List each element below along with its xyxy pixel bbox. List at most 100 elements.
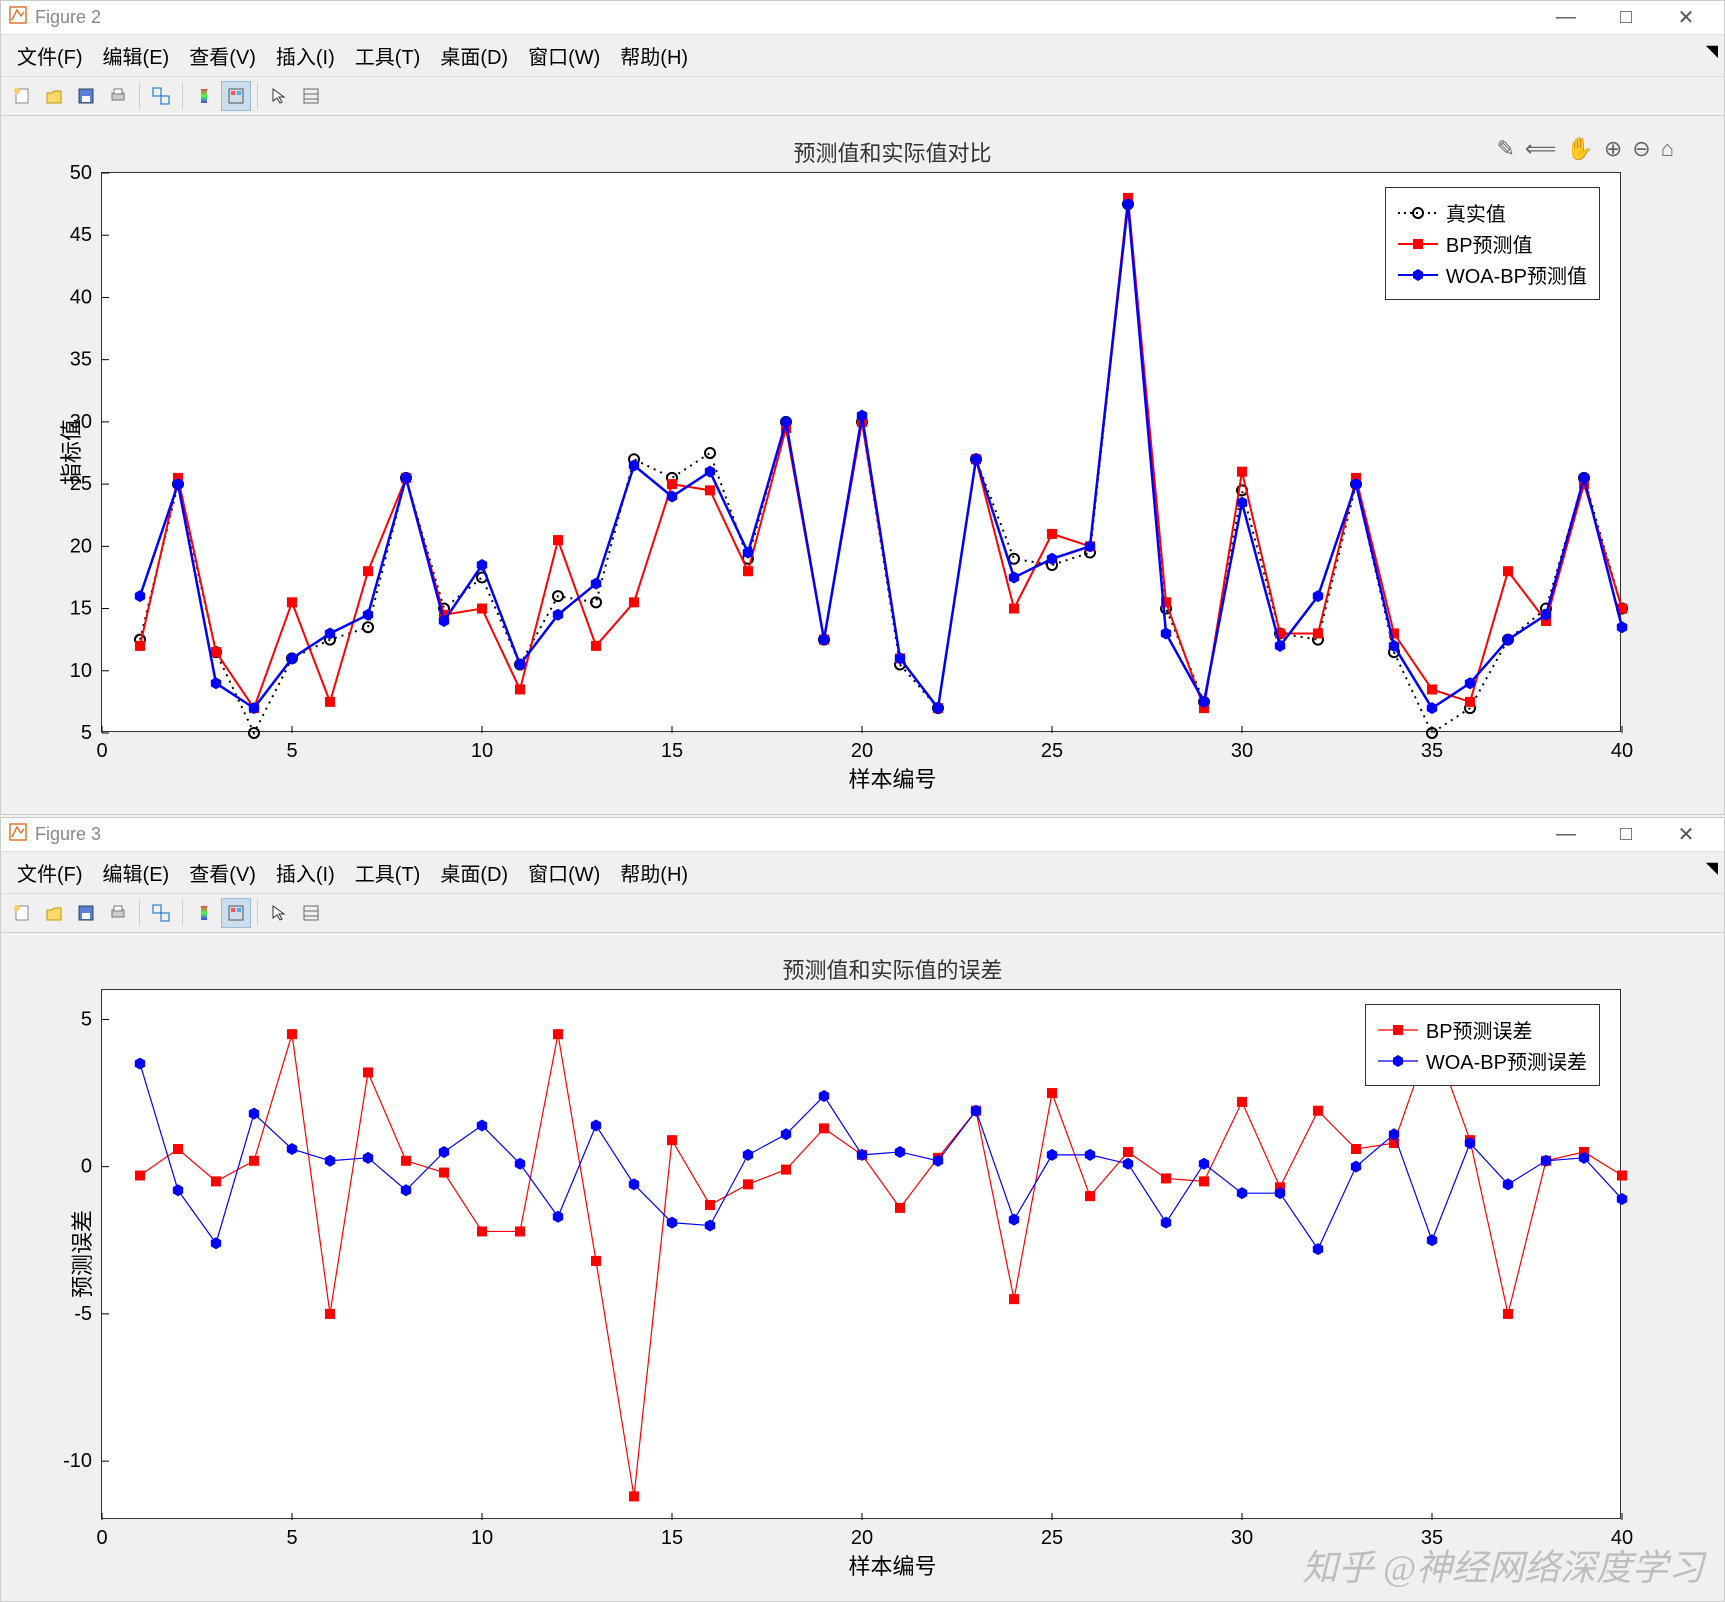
print-icon[interactable] bbox=[103, 898, 133, 928]
figure-window-1: Figure 2 — □ ✕ 文件(F) 编辑(E) 查看(V) 插入(I) 工… bbox=[0, 0, 1725, 815]
svg-text:15: 15 bbox=[661, 1527, 683, 1549]
svg-text:0: 0 bbox=[81, 1156, 92, 1178]
zoom-in-icon[interactable]: ⊕ bbox=[1604, 136, 1622, 162]
svg-text:35: 35 bbox=[70, 349, 92, 371]
maximize-button[interactable]: □ bbox=[1596, 6, 1656, 29]
titlebar-1: Figure 2 — □ ✕ bbox=[1, 1, 1724, 35]
legend-1[interactable]: 真实值 BP预测值 WOA-BP预测值 bbox=[1385, 187, 1600, 300]
ylabel-1: 指标值 bbox=[54, 419, 86, 485]
legend-label: WOA-BP预测值 bbox=[1446, 260, 1587, 289]
legend-label: BP预测值 bbox=[1446, 229, 1533, 258]
menu-desktop[interactable]: 桌面(D) bbox=[430, 37, 518, 74]
menu-tools[interactable]: 工具(T) bbox=[345, 854, 431, 891]
new-icon[interactable] bbox=[7, 81, 37, 111]
separator bbox=[182, 83, 183, 109]
axes-toolbar: ✎ ⟸ ✋ ⊕ ⊖ ⌂ bbox=[1496, 136, 1674, 162]
svg-text:25: 25 bbox=[1041, 740, 1063, 762]
dock-icon[interactable]: ◥ bbox=[1706, 858, 1718, 878]
separator bbox=[182, 900, 183, 926]
window-title: Figure 2 bbox=[35, 7, 101, 28]
link-icon[interactable] bbox=[146, 81, 176, 111]
legend-2[interactable]: BP预测误差 WOA-BP预测误差 bbox=[1365, 1004, 1600, 1086]
menu-file[interactable]: 文件(F) bbox=[7, 37, 93, 74]
pan-prev-icon[interactable]: ⟸ bbox=[1525, 136, 1557, 162]
plot-title-2: 预测值和实际值的误差 bbox=[101, 953, 1684, 985]
separator bbox=[139, 900, 140, 926]
maximize-button[interactable]: □ bbox=[1596, 823, 1656, 846]
svg-text:20: 20 bbox=[851, 1527, 873, 1549]
toolbar-2 bbox=[1, 893, 1724, 933]
titlebar-2: Figure 3 — □ ✕ bbox=[1, 818, 1724, 852]
close-button[interactable]: ✕ bbox=[1656, 5, 1716, 30]
figure-window-2: Figure 3 — □ ✕ 文件(F) 编辑(E) 查看(V) 插入(I) 工… bbox=[0, 817, 1725, 1602]
close-button[interactable]: ✕ bbox=[1656, 822, 1716, 847]
legend-label: WOA-BP预测误差 bbox=[1426, 1046, 1587, 1075]
separator bbox=[139, 83, 140, 109]
colormap-icon[interactable] bbox=[189, 898, 219, 928]
menu-insert[interactable]: 插入(I) bbox=[266, 37, 345, 74]
ylabel-2: 预测误差 bbox=[65, 1210, 97, 1298]
menu-view[interactable]: 查看(V) bbox=[179, 854, 266, 891]
axes-1[interactable]: 指标值 05101520253035405101520253035404550 … bbox=[101, 172, 1621, 732]
axes-2[interactable]: 预测误差 0510152025303540-10-505 BP预测误差 WOA-… bbox=[101, 989, 1621, 1519]
brush-icon[interactable]: ✎ bbox=[1496, 136, 1514, 162]
svg-text:40: 40 bbox=[1611, 1527, 1633, 1549]
zoom-out-icon[interactable]: ⊖ bbox=[1632, 136, 1650, 162]
menu-edit[interactable]: 编辑(E) bbox=[93, 854, 180, 891]
svg-text:30: 30 bbox=[1231, 740, 1253, 762]
hand-icon[interactable]: ✋ bbox=[1566, 136, 1593, 162]
menu-desktop[interactable]: 桌面(D) bbox=[430, 854, 518, 891]
save-icon[interactable] bbox=[71, 81, 101, 111]
link-icon[interactable] bbox=[146, 898, 176, 928]
legend-label: 真实值 bbox=[1446, 198, 1506, 227]
inspector-icon[interactable] bbox=[221, 81, 251, 111]
svg-text:15: 15 bbox=[70, 598, 92, 620]
dock-icon[interactable]: ◥ bbox=[1706, 41, 1718, 61]
menu-file[interactable]: 文件(F) bbox=[7, 854, 93, 891]
svg-text:25: 25 bbox=[1041, 1527, 1063, 1549]
menu-edit[interactable]: 编辑(E) bbox=[93, 37, 180, 74]
svg-text:-10: -10 bbox=[63, 1450, 92, 1472]
plot-area-1: ✎ ⟸ ✋ ⊕ ⊖ ⌂ 预测值和实际值对比 指标值 05101520253035… bbox=[1, 116, 1724, 814]
svg-text:10: 10 bbox=[471, 1527, 493, 1549]
svg-text:20: 20 bbox=[70, 535, 92, 557]
toolbar-1 bbox=[1, 76, 1724, 116]
menu-window[interactable]: 窗口(W) bbox=[518, 37, 610, 74]
legend-bp-err: BP预测误差 bbox=[1378, 1015, 1587, 1044]
window-title: Figure 3 bbox=[35, 824, 101, 845]
props-icon[interactable] bbox=[296, 898, 326, 928]
minimize-button[interactable]: — bbox=[1536, 6, 1596, 29]
svg-text:5: 5 bbox=[81, 1008, 92, 1030]
svg-text:30: 30 bbox=[1231, 1527, 1253, 1549]
arrow-icon[interactable] bbox=[264, 898, 294, 928]
svg-text:40: 40 bbox=[1611, 740, 1633, 762]
menu-tools[interactable]: 工具(T) bbox=[345, 37, 431, 74]
new-icon[interactable] bbox=[7, 898, 37, 928]
open-icon[interactable] bbox=[39, 81, 69, 111]
home-icon[interactable]: ⌂ bbox=[1661, 136, 1674, 162]
menu-help[interactable]: 帮助(H) bbox=[610, 37, 698, 74]
svg-text:35: 35 bbox=[1421, 740, 1443, 762]
open-icon[interactable] bbox=[39, 898, 69, 928]
svg-text:40: 40 bbox=[70, 286, 92, 308]
minimize-button[interactable]: — bbox=[1536, 823, 1596, 846]
svg-text:20: 20 bbox=[851, 740, 873, 762]
props-icon[interactable] bbox=[296, 81, 326, 111]
legend-label: BP预测误差 bbox=[1426, 1015, 1533, 1044]
svg-text:35: 35 bbox=[1421, 1527, 1443, 1549]
svg-text:5: 5 bbox=[286, 1527, 297, 1549]
separator bbox=[257, 83, 258, 109]
matlab-icon bbox=[9, 823, 27, 846]
svg-text:50: 50 bbox=[70, 162, 92, 184]
menu-help[interactable]: 帮助(H) bbox=[610, 854, 698, 891]
save-icon[interactable] bbox=[71, 898, 101, 928]
legend-woabp-err: WOA-BP预测误差 bbox=[1378, 1046, 1587, 1075]
xlabel-2: 样本编号 bbox=[101, 1549, 1684, 1581]
menu-insert[interactable]: 插入(I) bbox=[266, 854, 345, 891]
print-icon[interactable] bbox=[103, 81, 133, 111]
menu-window[interactable]: 窗口(W) bbox=[518, 854, 610, 891]
colormap-icon[interactable] bbox=[189, 81, 219, 111]
menu-view[interactable]: 查看(V) bbox=[179, 37, 266, 74]
inspector-icon[interactable] bbox=[221, 898, 251, 928]
arrow-icon[interactable] bbox=[264, 81, 294, 111]
